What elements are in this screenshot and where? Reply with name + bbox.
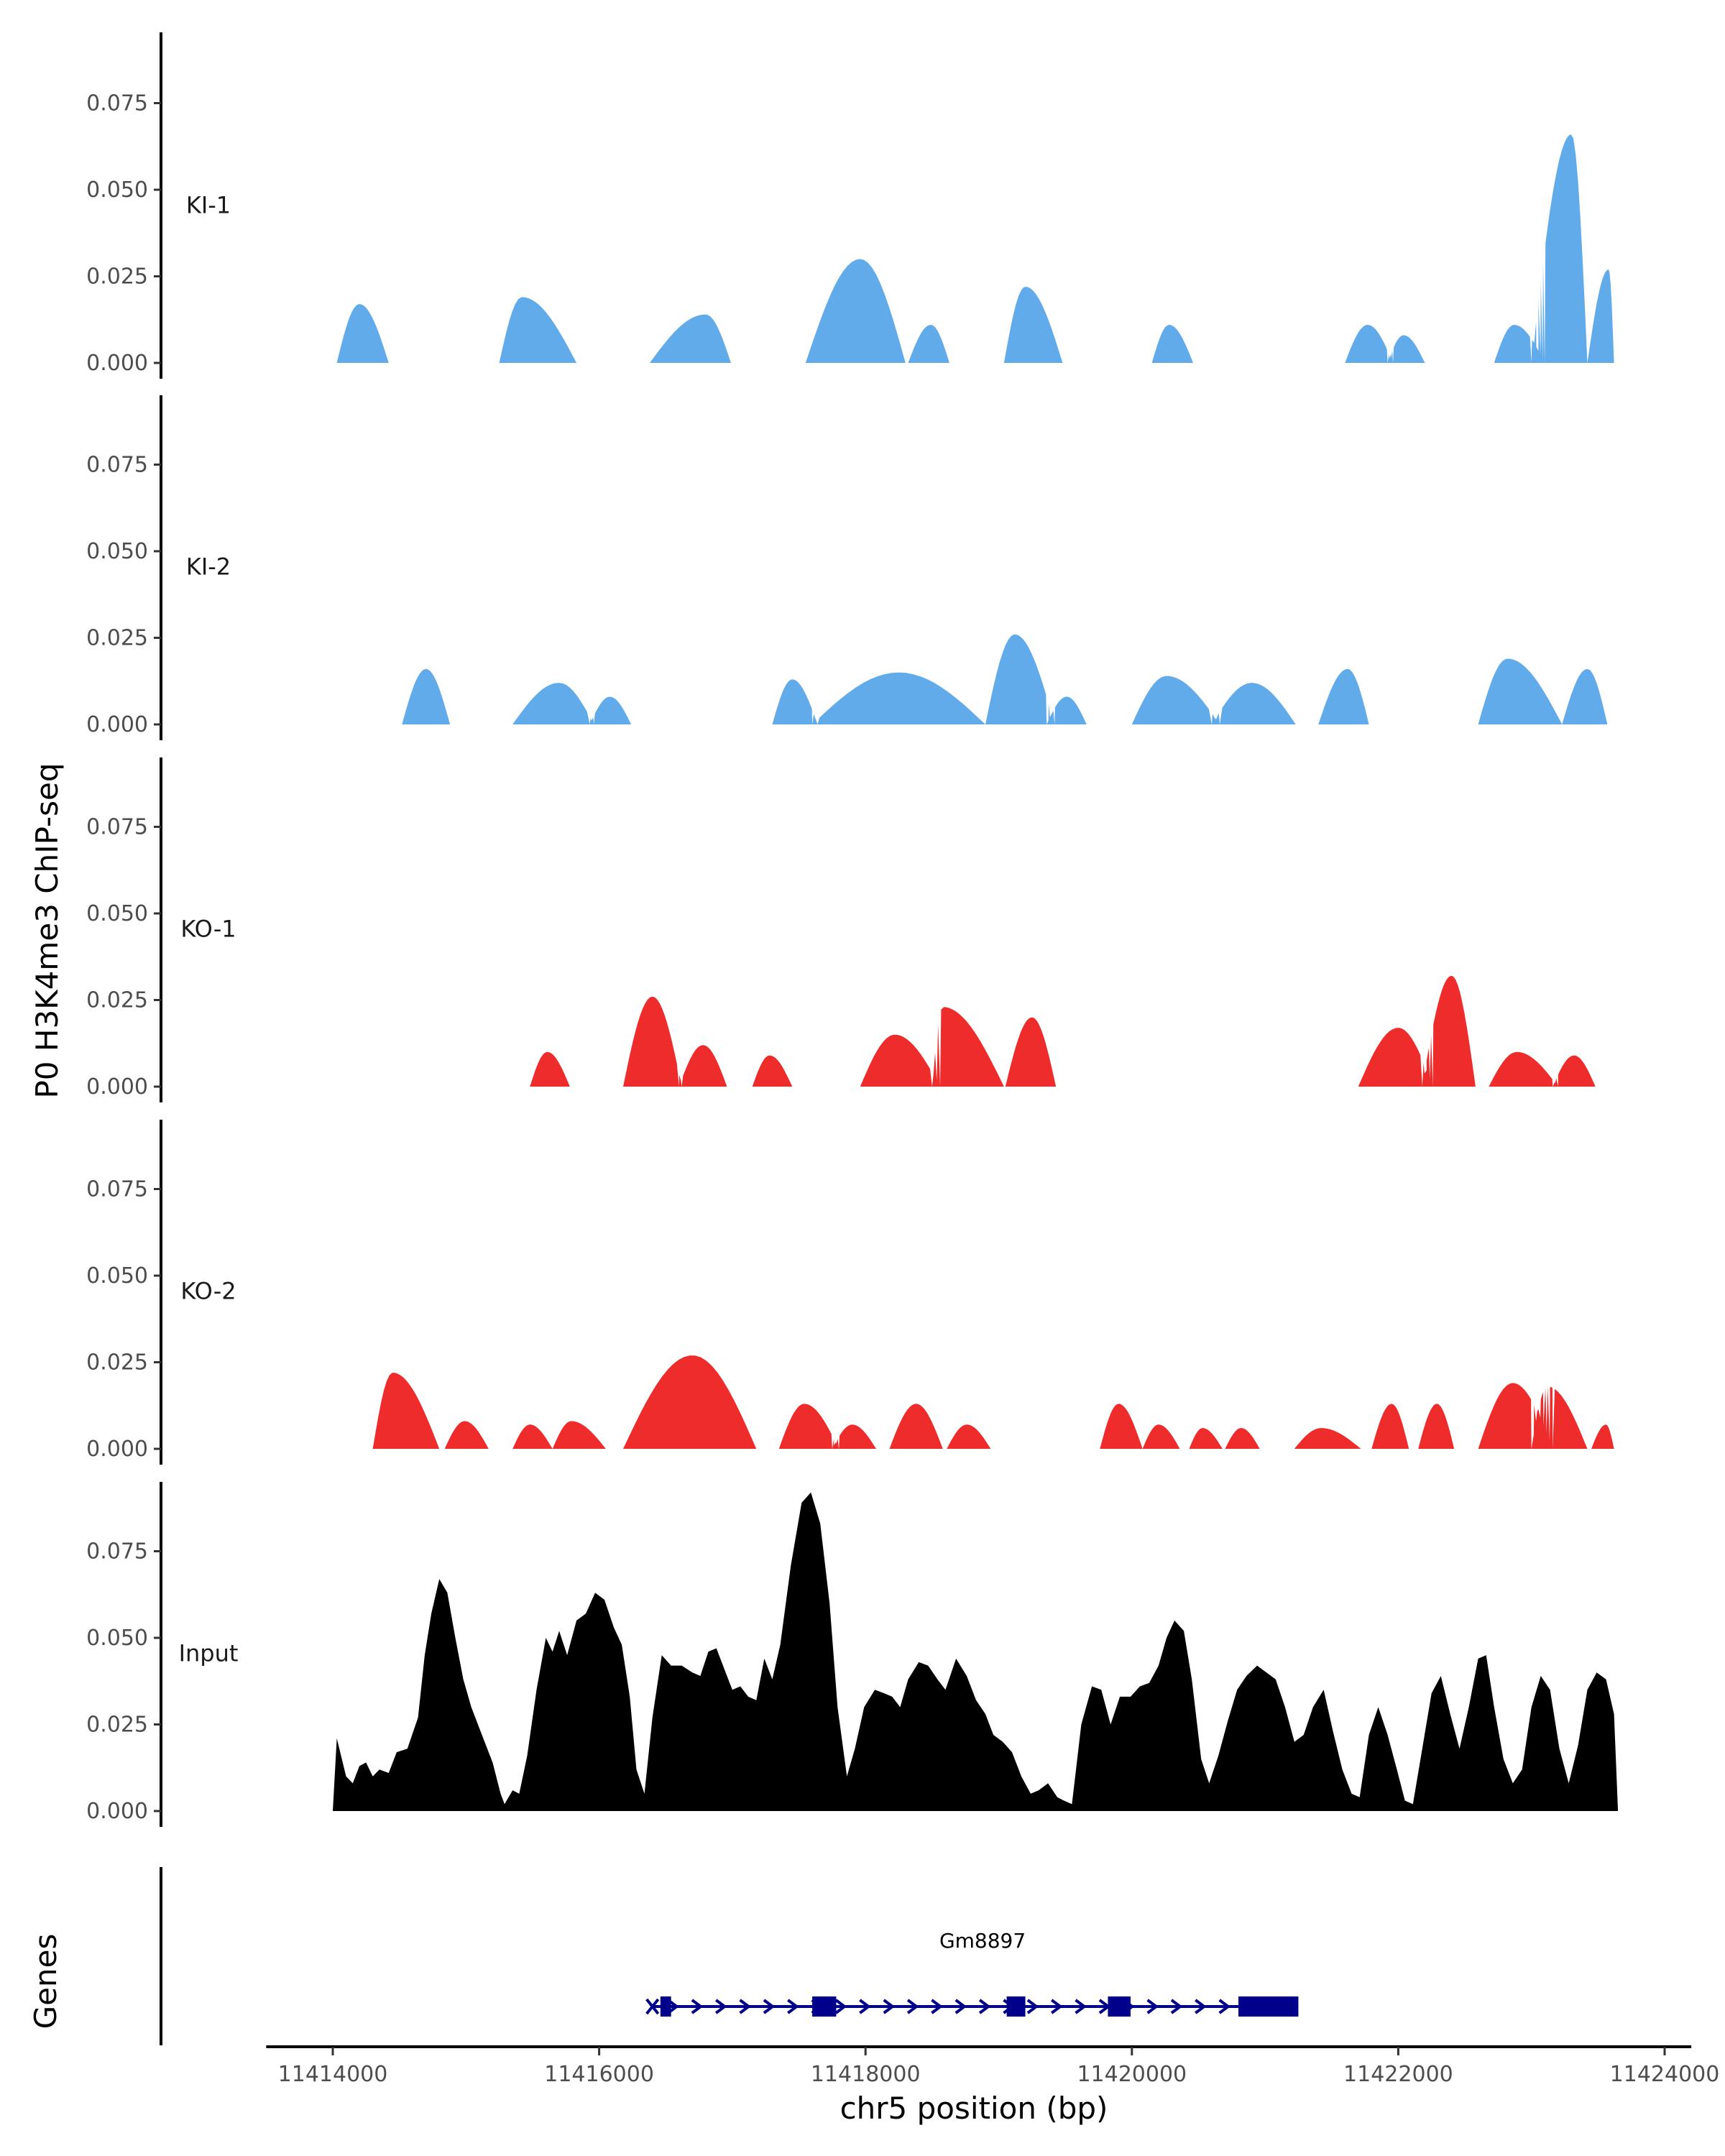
strand-arrow [954,1999,967,2014]
strand-arrow [1050,1999,1063,2014]
track-label: KO-2 [180,1278,236,1305]
gene-exon [660,1996,671,2017]
gene-exon [812,1996,837,2017]
y-tick-label: 0.075 [86,1177,148,1202]
y-tick-label: 0.050 [86,1263,148,1289]
track-ki-1: 0.000 0.025 0.050 0.075 KI-1 [86,32,1614,379]
x-tick-label: 11422000 [1343,2062,1453,2087]
signal-area [333,1492,1619,1811]
strand-arrow [715,1999,727,2014]
strand-arrow [859,1999,871,2014]
y-tick-label: 0.025 [86,626,148,651]
strand-arrow [1195,1999,1207,2014]
y-tick-label: 0.025 [86,988,148,1013]
y-tick-label: 0.050 [86,539,148,564]
strand-arrow [834,1999,847,2014]
y-tick-label: 0.000 [86,1799,148,1824]
gene-exon [1108,1996,1131,2017]
signal-area [372,1355,1614,1449]
y-tick-label: 0.075 [86,1539,148,1565]
strand-arrow [931,1999,943,2014]
y-tick-label: 0.025 [86,1713,148,1738]
gene-exon [1006,1996,1026,2017]
y-tick-label: 0.025 [86,264,148,290]
y-tick-label: 0.075 [86,815,148,840]
y-axis-title: P0 H3K4me3 ChIP-seq [29,763,65,1098]
x-tick-label: 11414000 [278,2062,388,2087]
genes-axis-title: Genes [28,1934,63,2030]
track-label: KI-2 [186,553,231,581]
strand-arrow [1218,1999,1230,2014]
x-tick-label: 11420000 [1077,2062,1187,2087]
tracks-layer: 0.0000.0250.0500.075KI-10.0000.0250.0500… [86,32,1619,1827]
signal-area [402,634,1608,724]
y-tick-label: 0.075 [86,91,148,116]
y-tick-label: 0.000 [86,1074,148,1100]
track-label: KI-1 [186,192,231,219]
track-ki-2: 0.000 0.025 0.050 0.075 KI-2 [86,395,1608,740]
gene-exon [1238,1996,1299,2017]
strand-arrow [978,1999,991,2014]
genes-layer: Gm8897 [160,1867,1299,2045]
strand-arrow [1170,1999,1183,2014]
signal-area [530,975,1596,1087]
strand-arrow [1146,1999,1159,2014]
y-tick-label: 0.025 [86,1350,148,1376]
track-ko-1: 0.000 0.025 0.050 0.075 KO-1 [86,757,1596,1102]
x-axis-title: chr5 position (bp) [840,2091,1108,2126]
strand-arrow [787,1999,799,2014]
strand-arrow [739,1999,751,2014]
x-tick-label: 11416000 [544,2062,654,2087]
strand-arrow [883,1999,896,2014]
strand-arrow [1075,1999,1087,2014]
y-tick-label: 0.050 [86,1626,148,1651]
y-tick-label: 0.050 [86,901,148,926]
strand-arrow [691,1999,704,2014]
signal-area [336,134,1614,363]
x-tick-label: 11418000 [811,2062,921,2087]
x-axis: 11414000 11416000 11418000 11420000 11422000… [266,2045,1720,2087]
x-tick-label: 11424000 [1610,2062,1720,2087]
strand-arrow [763,1999,776,2014]
y-tick-label: 0.000 [86,712,148,737]
strand-arrow [906,1999,919,2014]
track-label: Input [179,1640,239,1667]
track-label: KO-1 [180,916,236,943]
y-tick-label: 0.000 [86,1437,148,1462]
gene-start-mark [645,1998,660,2015]
track-ko-2: 0.000 0.025 0.050 0.075 KO-2 [86,1120,1614,1465]
strand-arrow [1026,1999,1039,2014]
y-tick-label: 0.075 [86,453,148,478]
y-tick-label: 0.000 [86,351,148,376]
y-tick-label: 0.050 [86,178,148,203]
gene-name-label: Gm8897 [939,1929,1026,1953]
track-input: 0.000 0.025 0.050 0.075 Input [86,1482,1619,1827]
